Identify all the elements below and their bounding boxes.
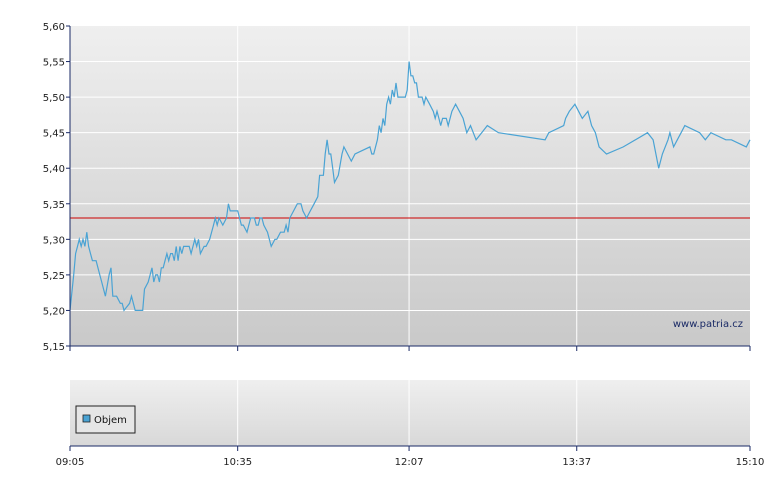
legend-label-objem: Objem	[94, 415, 127, 426]
x-tick-label: 15:10	[736, 457, 765, 468]
price-series-line	[69, 61, 751, 312]
x-tick-label: 09:05	[56, 457, 85, 468]
x-tick-label: 10:35	[223, 457, 252, 468]
y-tick-label: 5,40	[43, 164, 65, 175]
y-tick-labels: 5,60 5,55 5,50 5,45 5,40 5,35 5,30 5,25 5,20 5,15	[43, 22, 70, 353]
x-tick-labels: 09:05 10:35 12:07 13:37 15:10	[56, 446, 765, 468]
watermark-text: www.patria.cz	[673, 319, 743, 330]
legend-swatch	[82, 414, 91, 423]
x-gridlines	[237, 26, 578, 346]
y-tick-label: 5,45	[43, 129, 65, 140]
price-plot-area	[70, 26, 750, 346]
y-tick-label: 5,35	[43, 200, 65, 211]
x-tick-marks-top	[69, 346, 751, 351]
x-tick-label: 13:37	[562, 457, 591, 468]
y-tick-label: 5,55	[43, 58, 65, 69]
volume-plot-area	[70, 380, 750, 446]
volume-x-gridlines	[237, 380, 578, 446]
volume-legend: Objem	[75, 405, 136, 434]
y-tick-label: 5,25	[43, 271, 65, 282]
y-tick-label: 5,30	[43, 235, 65, 246]
y-tick-label: 5,15	[43, 342, 65, 353]
x-tick-label: 12:07	[395, 457, 424, 468]
y-tick-label: 5,60	[43, 22, 65, 33]
y-gridlines	[70, 61, 750, 311]
y-tick-label: 5,50	[43, 93, 65, 104]
y-tick-label: 5,20	[43, 306, 65, 317]
